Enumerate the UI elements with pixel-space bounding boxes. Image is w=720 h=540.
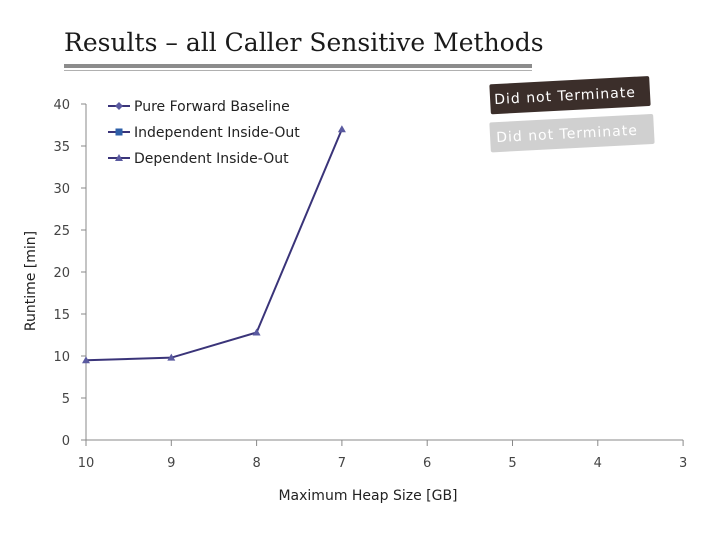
title-underline [64, 64, 532, 68]
y-tick-label: 40 [53, 98, 70, 113]
data-point [167, 353, 176, 361]
x-tick-label: 8 [252, 456, 260, 471]
did-not-terminate-label-2: Did not Terminate [496, 123, 638, 146]
x-axis-ticks: 10 9 8 7 6 5 4 3 [78, 440, 687, 471]
did-not-terminate-label-1: Did not Terminate [494, 85, 636, 108]
y-axis-ticks: 0 5 10 15 20 25 30 35 40 [53, 98, 86, 449]
y-tick-label: 35 [53, 140, 70, 155]
legend: Pure Forward Baseline Independent Inside-… [108, 99, 300, 167]
slide-title: Results – all Caller Sensitive Methods [64, 28, 544, 57]
x-axis-label: Maximum Heap Size [GB] [278, 488, 457, 504]
series-line [85, 128, 343, 362]
x-tick-label: 4 [594, 456, 602, 471]
series-lines [82, 125, 346, 364]
x-tick-label: 10 [78, 456, 95, 471]
y-tick-label: 15 [53, 308, 70, 323]
banner-background [489, 113, 655, 153]
legend-marker [115, 128, 123, 136]
data-point [252, 328, 261, 336]
legend-label: Pure Forward Baseline [134, 99, 290, 115]
legend-label: Independent Inside-Out [134, 125, 300, 141]
y-tick-label: 25 [53, 224, 70, 239]
x-tick-label: 3 [679, 456, 687, 471]
legend-marker [115, 102, 123, 110]
legend-label: Dependent Inside-Out [134, 151, 289, 167]
banner-background [489, 76, 651, 115]
did-not-terminate-banner-2: Did not Terminate [489, 113, 655, 153]
x-tick-label: 6 [423, 456, 431, 471]
data-point [337, 125, 346, 133]
y-tick-label: 10 [53, 350, 70, 365]
x-tick-label: 5 [508, 456, 516, 471]
y-tick-label: 5 [62, 392, 70, 407]
legend-item: Pure Forward Baseline [108, 99, 290, 115]
legend-marker [115, 154, 123, 161]
data-point [82, 356, 90, 364]
y-tick-label: 30 [53, 182, 70, 197]
legend-item: Independent Inside-Out [108, 125, 300, 141]
y-tick-label: 0 [62, 434, 70, 449]
x-tick-label: 9 [167, 456, 175, 471]
y-axis-label: Runtime [min] [23, 231, 39, 331]
title-underline-thin [64, 70, 532, 71]
x-tick-label: 7 [338, 456, 346, 471]
y-tick-label: 20 [53, 266, 70, 281]
legend-item: Dependent Inside-Out [108, 151, 289, 167]
did-not-terminate-banner-1: Did not Terminate [489, 76, 651, 115]
annotation-banners: Did not Terminate Did not Terminate [489, 76, 655, 153]
